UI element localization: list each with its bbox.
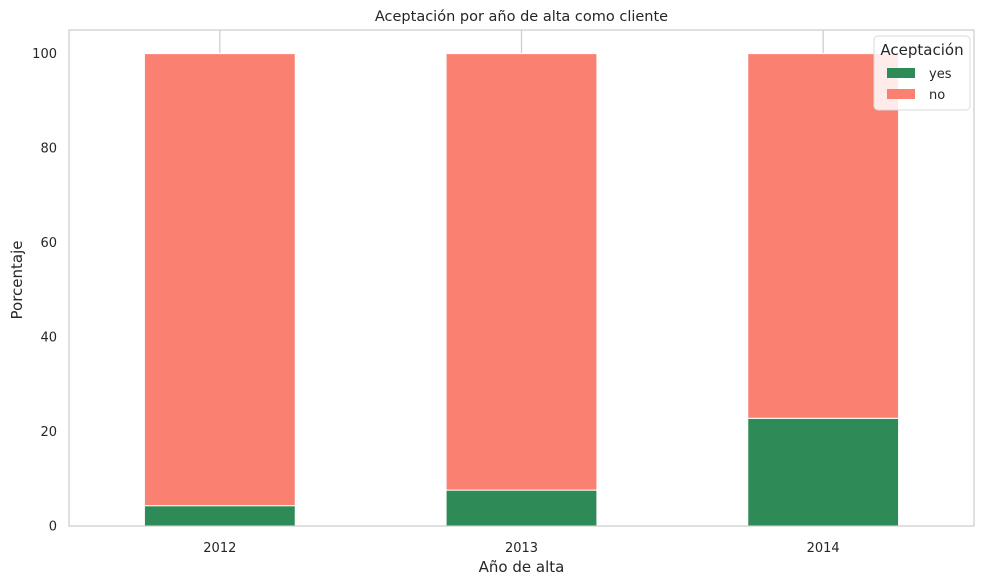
x-axis-label: Año de alta [479, 558, 565, 576]
bar-no-2013[interactable] [445, 53, 598, 491]
y-tick-label: 40 [40, 331, 57, 346]
legend-swatch-no [887, 89, 915, 99]
y-tick-label: 100 [32, 47, 57, 62]
plot-border [68, 29, 975, 527]
bars-group [143, 53, 900, 527]
x-tick-label: 2013 [505, 541, 538, 556]
x-tick-label: 2014 [807, 541, 840, 556]
x-tick-label: 2012 [203, 541, 236, 556]
y-tick-label: 80 [40, 142, 57, 157]
bar-yes-2012[interactable] [143, 505, 296, 527]
legend-title: Aceptación [880, 41, 963, 59]
y-tick-label: 60 [40, 236, 57, 251]
bar-no-2014[interactable] [747, 53, 900, 419]
bar-yes-2013[interactable] [445, 489, 598, 527]
axes-group: 0 20 40 60 80 100 2012 2013 2014 [32, 29, 975, 556]
legend[interactable]: Aceptación yes no [873, 35, 971, 111]
y-tick-label: 0 [49, 520, 57, 535]
bar-no-2012[interactable] [143, 53, 296, 507]
legend-swatch-yes [887, 68, 915, 78]
y-tick-label: 20 [40, 425, 57, 440]
y-axis-label: Porcentaje [8, 241, 26, 320]
legend-label-yes: yes [929, 67, 952, 82]
chart-title: Aceptación por año de alta como cliente [375, 9, 668, 25]
legend-label-no: no [929, 88, 945, 103]
bar-yes-2014[interactable] [747, 417, 900, 527]
